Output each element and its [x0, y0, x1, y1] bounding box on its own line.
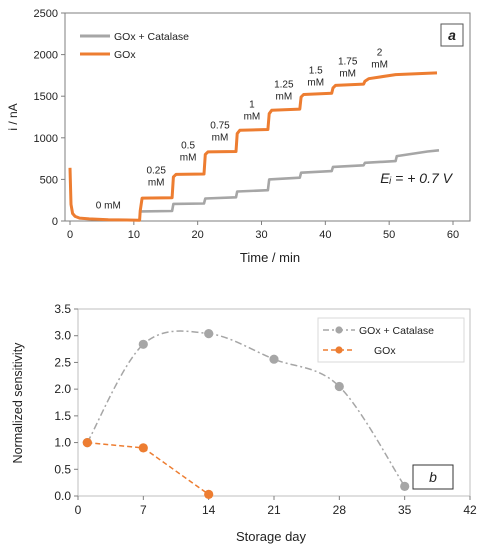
x-tick-label-a-1: 10: [128, 229, 140, 241]
x-ticks-b: 0 7 14 21 28 35 42: [75, 496, 477, 517]
series-point-b-1-0: [82, 438, 92, 448]
x-axis-label-b: Storage day: [236, 529, 307, 544]
step-label-a-2: 0.5 mM: [180, 140, 197, 163]
legend-label-a-0: GOx + Catalase: [114, 31, 189, 43]
series-point-b-0-3: [269, 354, 279, 364]
y-tick-label-a-3: 1500: [34, 91, 58, 103]
y-tick-label-b-6: 3.0: [54, 329, 71, 343]
step-label-a-0: 0 mM: [96, 201, 121, 212]
y-tick-label-b-7: 3.5: [54, 302, 71, 316]
step-label-a-6: 1.5 mM: [307, 66, 324, 89]
series-point-b-0-1: [138, 339, 148, 349]
x-tick-label-a-2: 20: [192, 229, 204, 241]
step-label-a-3: 0.75 mM: [210, 120, 230, 143]
y-ticks-a: 0 500 1000 1500 2000 2500: [34, 8, 65, 228]
series-point-b-0-2: [204, 329, 214, 339]
panel-label-box-b: [412, 464, 454, 490]
legend-marker-b-1: [335, 346, 343, 354]
x-tick-label-b-2: 14: [202, 503, 216, 517]
step-label-a-1: 0.25 mM: [146, 165, 166, 188]
step-label-a-4: 1 mM: [244, 100, 261, 123]
y-tick-label-a-4: 2000: [34, 50, 58, 62]
y-axis-label-b: Normalized sensitivity: [11, 342, 25, 464]
y-tick-label-b-4: 2.0: [54, 382, 71, 396]
legend-marker-b-0: [335, 326, 343, 334]
legend-b: GOx + Catalase GOx: [317, 317, 465, 363]
x-tick-label-b-4: 28: [333, 503, 347, 517]
y-tick-label-a-1: 500: [40, 174, 58, 186]
x-tick-label-a-0: 0: [67, 229, 73, 241]
x-tick-label-a-4: 40: [319, 229, 331, 241]
y-axis-label-a: i / nA: [6, 103, 20, 130]
step-label-a-7: 1.75 mM: [338, 56, 358, 79]
x-tick-label-b-0: 0: [75, 503, 82, 517]
series-line-a-0: [140, 149, 440, 213]
y-tick-label-b-2: 1.0: [54, 436, 71, 450]
panel-label-box-a: [440, 23, 464, 47]
x-tick-label-b-1: 7: [140, 503, 147, 517]
series-point-b-1-2: [204, 489, 214, 499]
x-tick-label-a-6: 60: [447, 229, 459, 241]
step-label-a-8: 2 mM: [371, 47, 388, 70]
legend-label-b-1: GOx: [374, 345, 396, 357]
x-tick-label-a-3: 30: [255, 229, 267, 241]
y-tick-label-b-1: 0.5: [54, 462, 71, 476]
chart-b: 0.0 0.5 1.0 1.5 2.0 2.5 3.0 3.5 0 7 14 21 28 35 42 GO…: [11, 302, 477, 544]
panel-label-b: b: [429, 469, 437, 485]
series-group-a: [68, 71, 440, 222]
y-tick-label-a-5: 2500: [34, 8, 58, 20]
series-point-b-0-5: [400, 481, 410, 491]
y-tick-label-a-0: 0: [52, 216, 58, 228]
x-ticks-a: 0 10 20 30 40 50 60: [67, 221, 459, 241]
y-tick-label-a-2: 1000: [34, 133, 58, 145]
x-axis-label-a: Time / min: [240, 250, 300, 265]
legend-a: GOx + Catalase GOx: [80, 31, 189, 61]
x-tick-label-b-5: 35: [398, 503, 412, 517]
legend-label-b-0: GOx + Catalase: [359, 325, 434, 337]
x-tick-label-a-5: 50: [383, 229, 395, 241]
potential-annotation: Eᵢ = + 0.7 V: [380, 170, 453, 186]
step-label-a-5: 1.25 mM: [274, 80, 294, 103]
step-labels-a: 0 mM 0.25 mM 0.5 mM 0.75 mM 1 mM 1.25 mM 1.5 mM 1.75 m…: [96, 47, 388, 211]
series-line-a-1: [68, 71, 438, 222]
y-tick-label-b-3: 1.5: [54, 409, 71, 423]
series-point-b-1-1: [138, 443, 148, 453]
legend-frame-b: [317, 317, 465, 363]
y-tick-label-b-5: 2.5: [54, 355, 71, 369]
panel-label-a: a: [448, 27, 456, 43]
x-tick-label-b-6: 42: [463, 503, 477, 517]
legend-label-a-1: GOx: [114, 49, 136, 61]
series-point-b-0-4: [334, 381, 344, 392]
y-tick-label-b-0: 0.0: [54, 489, 71, 503]
series-group-b: [82, 329, 410, 499]
y-ticks-b: 0.0 0.5 1.0 1.5 2.0 2.5 3.0 3.5: [54, 302, 78, 503]
series-line-b-0: [86, 330, 406, 487]
x-tick-label-b-3: 21: [267, 503, 281, 517]
